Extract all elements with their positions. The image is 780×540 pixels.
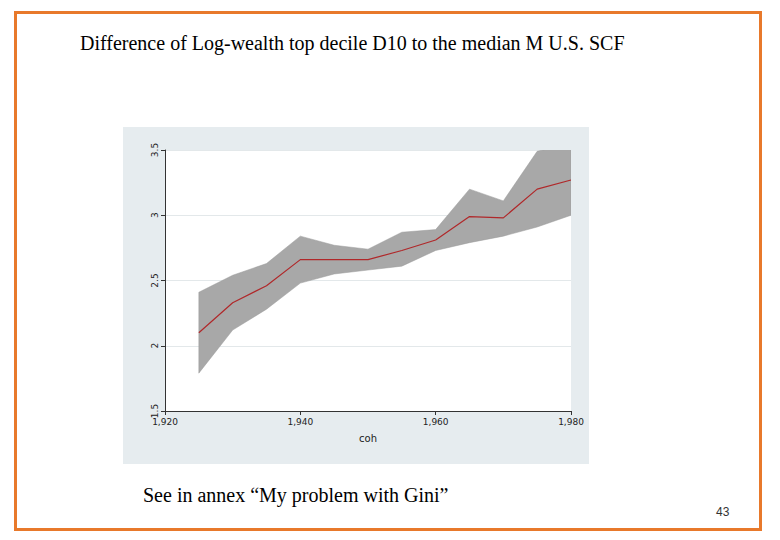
html-text:Difference of Log-wealth top d: Difference of Log-wealth top decile D10 … bbox=[80, 32, 625, 54]
svg-text:coh: coh bbox=[359, 433, 377, 444]
svg-text:3: 3 bbox=[150, 212, 160, 218]
svg-text:1,940: 1,940 bbox=[287, 417, 313, 427]
svg-text:1,960: 1,960 bbox=[423, 417, 449, 427]
svg-text:2.5: 2.5 bbox=[150, 273, 160, 287]
svg-text:2: 2 bbox=[150, 343, 160, 349]
svg-text:1.5: 1.5 bbox=[149, 403, 160, 419]
html-text:43: 43 bbox=[716, 505, 730, 519]
html-text:See in annex “My problem with: See in annex “My problem with Gini” bbox=[143, 484, 449, 506]
svg-text:3.5: 3.5 bbox=[150, 143, 160, 157]
svg-text:1,980: 1,980 bbox=[558, 417, 584, 427]
svg-text:1,920: 1,920 bbox=[152, 417, 178, 427]
